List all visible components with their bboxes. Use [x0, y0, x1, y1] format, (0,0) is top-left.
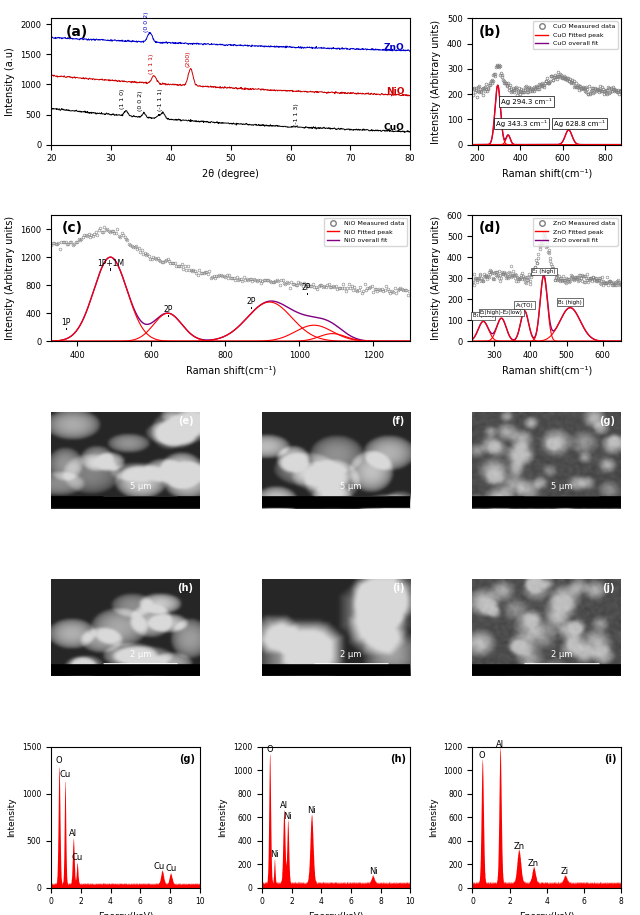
- Text: (-1 1 1): (-1 1 1): [157, 88, 163, 111]
- Text: (0 0 2): (0 0 2): [145, 12, 149, 32]
- Text: Ni: Ni: [284, 812, 292, 821]
- Text: Zn: Zn: [513, 842, 524, 851]
- Text: 2P: 2P: [163, 305, 172, 314]
- X-axis label: Raman shift(cm⁻¹): Raman shift(cm⁻¹): [502, 366, 592, 376]
- Text: (g): (g): [179, 754, 195, 764]
- X-axis label: Energy(keV): Energy(keV): [98, 912, 153, 915]
- Text: B₁ (high): B₁ (high): [558, 299, 582, 305]
- Text: 5 μm: 5 μm: [340, 482, 362, 491]
- Text: Cu: Cu: [154, 862, 165, 871]
- Y-axis label: Intensity (Arbitrary units): Intensity (Arbitrary units): [4, 216, 15, 340]
- Text: 5 μm: 5 μm: [129, 482, 151, 491]
- Text: NiO: NiO: [386, 87, 404, 96]
- Text: (200): (200): [185, 51, 190, 68]
- Text: (f): (f): [391, 415, 404, 425]
- Text: (h): (h): [177, 583, 193, 593]
- Text: Al: Al: [280, 801, 288, 810]
- Y-axis label: Intensity: Intensity: [218, 797, 227, 837]
- Text: Cu: Cu: [166, 864, 177, 873]
- Text: Al: Al: [69, 829, 77, 838]
- Text: (b): (b): [479, 25, 501, 38]
- Text: (i): (i): [604, 754, 616, 764]
- Text: (j): (j): [602, 583, 615, 593]
- X-axis label: 2θ (degree): 2θ (degree): [202, 169, 259, 178]
- Y-axis label: Intensity (a.u): Intensity (a.u): [5, 47, 15, 116]
- Text: (-1 1 3): (-1 1 3): [294, 102, 299, 125]
- Text: Cu: Cu: [60, 770, 70, 780]
- Text: A₁(TO): A₁(TO): [516, 303, 533, 307]
- Text: (g): (g): [599, 415, 615, 425]
- Y-axis label: Intensity: Intensity: [8, 797, 17, 837]
- Text: O: O: [266, 745, 273, 754]
- Legend: NiO Measured data, NiO Fitted peak, NiO overall fit: NiO Measured data, NiO Fitted peak, NiO …: [324, 218, 407, 245]
- Text: Zi: Zi: [561, 867, 569, 876]
- Text: O: O: [56, 757, 62, 765]
- Text: 2 μm: 2 μm: [551, 650, 572, 659]
- Text: E₂ (high): E₂ (high): [532, 269, 556, 274]
- Text: 5 μm: 5 μm: [551, 482, 572, 491]
- Text: 2 μm: 2 μm: [340, 650, 362, 659]
- Text: (0 0 2): (0 0 2): [138, 90, 143, 111]
- Text: Cu: Cu: [72, 853, 83, 862]
- X-axis label: Energy(keV): Energy(keV): [308, 912, 364, 915]
- Text: (c): (c): [62, 221, 83, 235]
- Text: (d): (d): [479, 221, 501, 235]
- Text: 2P: 2P: [302, 284, 311, 292]
- Text: (a): (a): [65, 25, 88, 38]
- Text: O: O: [479, 750, 486, 759]
- Text: Zn: Zn: [528, 859, 540, 868]
- Text: (i): (i): [392, 583, 404, 593]
- X-axis label: Raman shift(cm⁻¹): Raman shift(cm⁻¹): [186, 366, 276, 376]
- Text: 1P: 1P: [61, 318, 70, 328]
- Text: 2 μm: 2 μm: [129, 650, 151, 659]
- X-axis label: Raman shift(cm⁻¹): Raman shift(cm⁻¹): [502, 169, 592, 178]
- Legend: CuO Measured data, CuO Fitted peak, CuO overall fit: CuO Measured data, CuO Fitted peak, CuO …: [532, 21, 618, 48]
- Y-axis label: Intensity: Intensity: [429, 797, 438, 837]
- Text: 1P+1M: 1P+1M: [97, 259, 124, 268]
- Text: (e): (e): [178, 415, 193, 425]
- Text: Ag 294.3 cm⁻¹: Ag 294.3 cm⁻¹: [501, 98, 552, 105]
- Text: (1 1 1): (1 1 1): [148, 54, 154, 74]
- X-axis label: Energy(keV): Energy(keV): [519, 912, 574, 915]
- Text: Ag 628.8 cm⁻¹: Ag 628.8 cm⁻¹: [554, 121, 605, 127]
- Text: (1 1 0): (1 1 0): [120, 89, 125, 109]
- Text: B₁ (low): B₁ (low): [473, 313, 494, 318]
- Legend: ZnO Measured data, ZnO Fitted peak, ZnO overall fit: ZnO Measured data, ZnO Fitted peak, ZnO …: [533, 218, 618, 245]
- Text: Ni: Ni: [369, 867, 378, 876]
- Text: Ni: Ni: [307, 806, 316, 814]
- Y-axis label: Intensity (Arbitrary units): Intensity (Arbitrary units): [431, 216, 442, 340]
- Text: 2P: 2P: [246, 297, 256, 307]
- Text: Al: Al: [496, 740, 504, 749]
- Text: E₂(high)-E₂(low): E₂(high)-E₂(low): [480, 310, 523, 315]
- Text: Ni: Ni: [270, 850, 279, 859]
- Y-axis label: Intensity (Arbitrary units): Intensity (Arbitrary units): [431, 19, 442, 144]
- Text: (h): (h): [390, 754, 406, 764]
- Text: CuO: CuO: [383, 123, 404, 132]
- Text: Ag 343.3 cm⁻¹: Ag 343.3 cm⁻¹: [496, 121, 547, 127]
- Text: ZnO: ZnO: [383, 43, 404, 51]
